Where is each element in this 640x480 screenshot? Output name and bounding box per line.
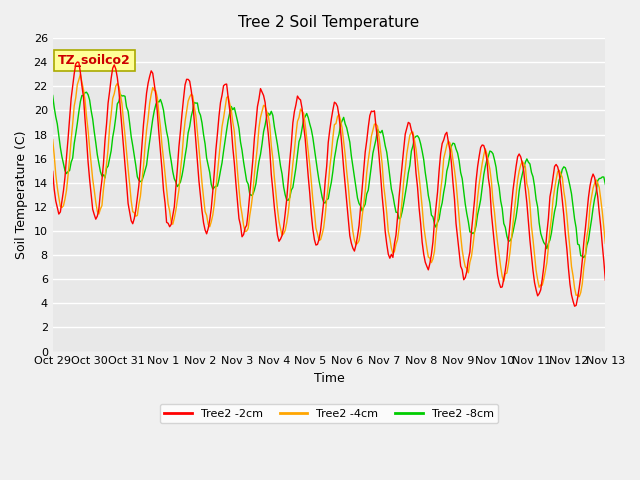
- Tree2 -8cm: [118, 93, 126, 99]
- Tree2 -8cm: [572, 225, 580, 231]
- Tree2 -2cm: [602, 277, 609, 283]
- Tree2 -2cm: [243, 222, 250, 228]
- Text: TZ_soilco2: TZ_soilco2: [58, 54, 131, 67]
- Tree2 -8cm: [243, 178, 250, 184]
- Tree2 -2cm: [49, 168, 56, 174]
- Tree2 -4cm: [118, 101, 126, 107]
- Tree2 -2cm: [234, 198, 241, 204]
- Tree2 -8cm: [215, 177, 223, 182]
- Tree2 -4cm: [575, 294, 583, 300]
- Tree2 -4cm: [602, 240, 609, 246]
- Title: Tree 2 Soil Temperature: Tree 2 Soil Temperature: [238, 15, 420, 30]
- Tree2 -8cm: [292, 165, 300, 171]
- Line: Tree2 -8cm: Tree2 -8cm: [52, 92, 605, 258]
- Tree2 -4cm: [49, 137, 56, 143]
- Tree2 -8cm: [83, 89, 90, 95]
- Tree2 -8cm: [49, 93, 56, 98]
- Tree2 -4cm: [292, 132, 300, 137]
- Legend: Tree2 -2cm, Tree2 -4cm, Tree2 -8cm: Tree2 -2cm, Tree2 -4cm, Tree2 -8cm: [160, 404, 498, 423]
- Tree2 -2cm: [574, 295, 582, 300]
- Tree2 -4cm: [234, 168, 241, 173]
- Tree2 -2cm: [292, 102, 300, 108]
- Tree2 -4cm: [572, 292, 580, 298]
- Tree2 -4cm: [243, 228, 250, 234]
- Tree2 -8cm: [234, 118, 241, 124]
- Tree2 -2cm: [118, 124, 126, 130]
- Line: Tree2 -4cm: Tree2 -4cm: [52, 74, 605, 297]
- X-axis label: Time: Time: [314, 372, 344, 385]
- Tree2 -8cm: [580, 255, 588, 261]
- Tree2 -2cm: [215, 114, 223, 120]
- Tree2 -8cm: [602, 181, 609, 187]
- Line: Tree2 -2cm: Tree2 -2cm: [52, 62, 605, 306]
- Tree2 -2cm: [571, 303, 579, 309]
- Y-axis label: Soil Temperature (C): Soil Temperature (C): [15, 131, 28, 259]
- Tree2 -4cm: [77, 72, 84, 77]
- Tree2 -4cm: [215, 156, 223, 161]
- Tree2 -2cm: [74, 59, 81, 65]
